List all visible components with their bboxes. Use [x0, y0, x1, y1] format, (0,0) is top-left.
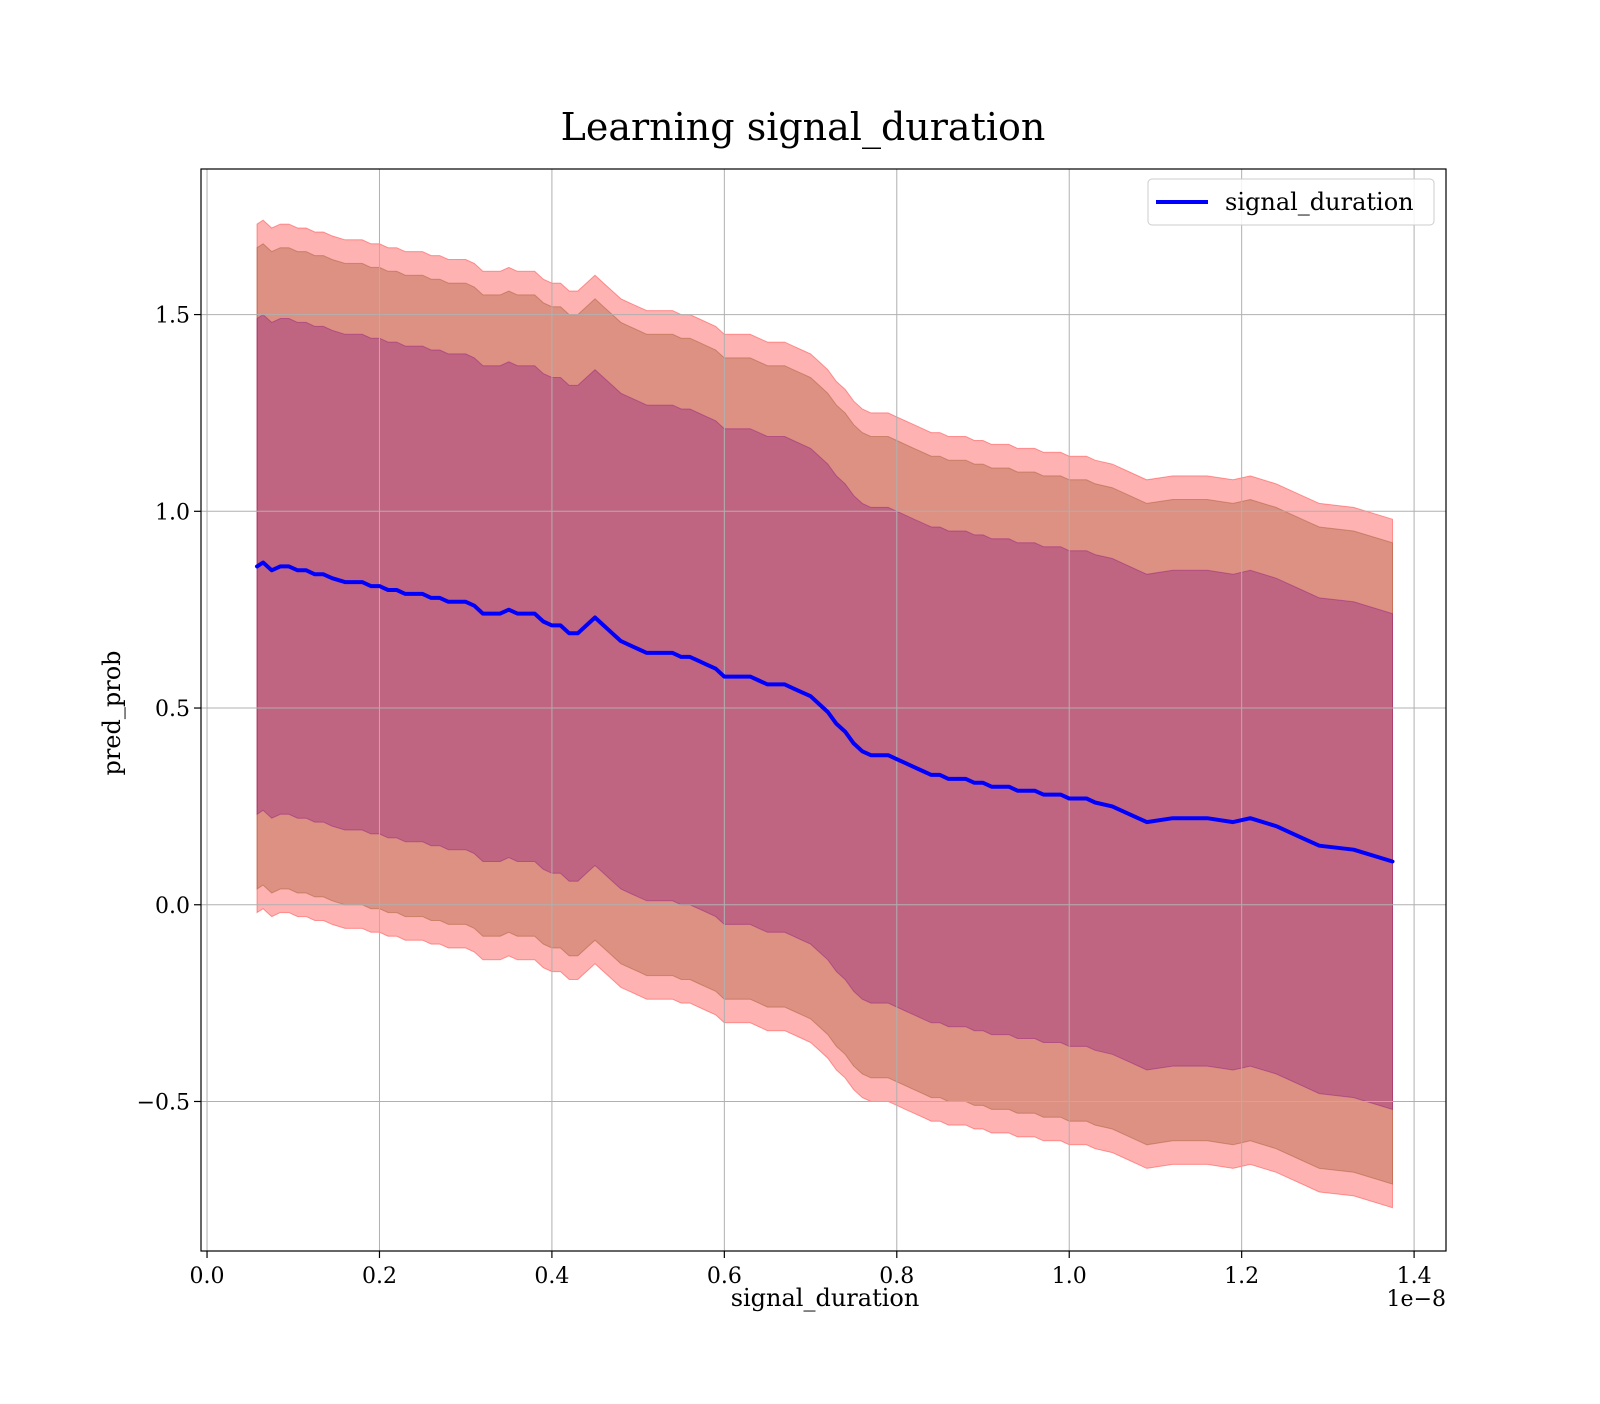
- axis-ticks: 0.0 0.2 0.4 0.6 0.8 1.0 1.2 1.4 −0.5 0.0 0.5 1.0 1.5: [137, 304, 1432, 1289]
- series-line-signal-duration: [255, 560, 1395, 864]
- x-tick-label: 0.2: [362, 1264, 397, 1289]
- legend: signal_duration: [1147, 178, 1435, 226]
- y-axis-label: pred_prob: [98, 650, 126, 775]
- grid-lines: [201, 169, 1446, 1251]
- x-tick-label: 0.0: [190, 1264, 225, 1289]
- x-tick-label: 1.0: [1052, 1264, 1087, 1289]
- confidence-band-1: [256, 219, 1393, 1209]
- y-tick-label: 0.5: [155, 697, 190, 722]
- y-tick-label: 0.0: [155, 894, 190, 919]
- x-tick-label: 1.2: [1224, 1264, 1259, 1289]
- confidence-bands: [256, 219, 1393, 1209]
- y-tick-label: 1.5: [155, 304, 190, 329]
- series-lines: [255, 560, 1395, 864]
- legend-box: [1147, 178, 1435, 226]
- y-tick-label: −0.5: [137, 1090, 190, 1115]
- x-tick-label: 1.4: [1397, 1264, 1432, 1289]
- x-tick-label: 0.4: [534, 1264, 569, 1289]
- plot-area-border: [200, 168, 1447, 1252]
- x-axis-offset-label: 1e−8: [1387, 1287, 1446, 1312]
- confidence-band-3: [256, 313, 1393, 1111]
- y-tick-label: 1.0: [155, 500, 190, 525]
- chart-title: Learning signal_duration: [561, 105, 1046, 150]
- x-tick-label: 0.6: [707, 1264, 742, 1289]
- legend-entry-signal-duration: signal_duration: [1225, 188, 1414, 216]
- x-tick-label: 0.8: [879, 1264, 914, 1289]
- x-axis-label: signal_duration: [731, 1284, 920, 1312]
